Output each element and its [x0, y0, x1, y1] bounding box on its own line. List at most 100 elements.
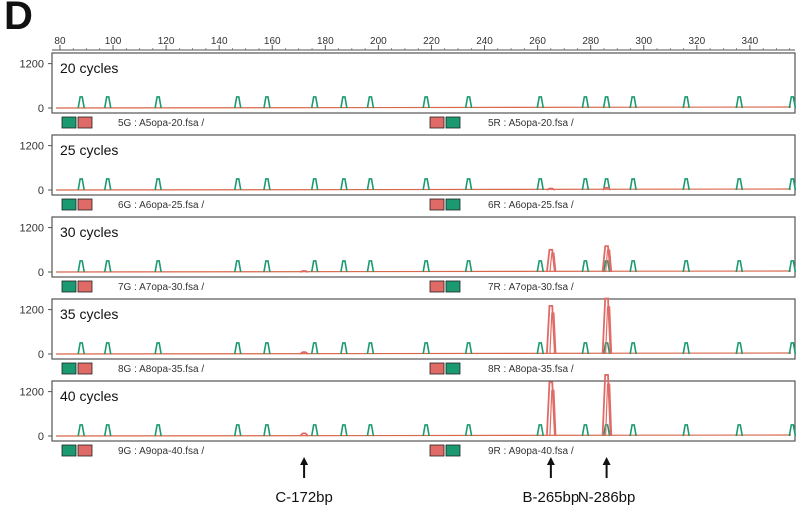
ladder-peak: [464, 260, 473, 273]
ladder-peak: [103, 178, 112, 191]
panel-frame: [51, 134, 796, 196]
panel-frame: [51, 52, 796, 114]
x-tick-label: 300: [635, 36, 652, 47]
ladder-peak: [340, 424, 348, 437]
ladder-peak: [366, 260, 375, 273]
ladder-peak: [788, 424, 797, 437]
ladder-peak: [263, 342, 271, 355]
cycles-label: 40 cycles: [60, 388, 118, 404]
green-file-label: 8G : A8opa-35.fsa /: [118, 364, 204, 375]
green-channel-swatch: [61, 280, 77, 293]
y-tick-label: 1200: [20, 305, 44, 317]
ladder-peak: [340, 260, 348, 273]
ladder-peak: [263, 260, 271, 273]
ladder-peak: [682, 260, 690, 273]
sample-peak: [601, 297, 612, 355]
sample-peak: [299, 432, 309, 437]
ladder-peak: [77, 96, 85, 109]
ladder-peak: [536, 260, 545, 273]
ladder-peak: [154, 424, 162, 437]
ladder-peak: [310, 342, 319, 355]
x-tick-label: 180: [317, 36, 334, 47]
red-file-label: 7R : A7opa-30.fsa /: [488, 282, 574, 293]
ladder-peak: [77, 424, 85, 437]
panel-letter: D: [4, 0, 33, 38]
ladder-peak: [233, 260, 242, 273]
red-channel-swatch: [77, 362, 93, 375]
ladder-peak: [366, 96, 375, 109]
red-channel-swatch: [77, 280, 93, 293]
y-tick-label: 0: [38, 431, 44, 443]
red-channel-swatch: [429, 362, 445, 375]
ladder-peak: [629, 96, 637, 109]
x-tick-label: 160: [264, 36, 281, 47]
ladder-peak: [735, 342, 744, 355]
annotation-label: B-265bp: [523, 489, 580, 506]
ladder-peak: [154, 342, 162, 355]
ladder-peak: [581, 424, 590, 437]
ladder-peak: [422, 424, 430, 437]
red-file-label: 9R : A9opa-40.fsa /: [488, 446, 574, 457]
y-tick-label: 1200: [20, 387, 44, 399]
ladder-peak: [788, 260, 797, 273]
ladder-peak: [154, 260, 162, 273]
red-channel-swatch: [429, 280, 445, 293]
ladder-peak: [310, 424, 319, 437]
ladder-peak: [788, 342, 797, 355]
ladder-peak: [310, 178, 319, 191]
ladder-peak: [233, 424, 242, 437]
red-file-label: 6R : A6opa-25.fsa /: [488, 200, 574, 211]
green-file-label: 7G : A7opa-30.fsa /: [118, 282, 204, 293]
ladder-peak: [422, 96, 430, 109]
sample-peak: [604, 249, 613, 273]
ladder-peak: [602, 342, 611, 355]
ladder-peak: [682, 424, 690, 437]
ladder-peak: [366, 424, 375, 437]
y-tick-label: 1200: [20, 223, 44, 235]
ladder-peak: [682, 178, 690, 191]
cycles-label: 20 cycles: [60, 60, 118, 76]
ladder-peak: [77, 178, 85, 191]
annotation-arrow-head: [602, 457, 611, 465]
green-file-label: 6G : A6opa-25.fsa /: [118, 200, 204, 211]
ladder-peak: [103, 424, 112, 437]
green-channel-swatch: [61, 116, 77, 129]
ladder-peak: [263, 96, 271, 109]
green-channel-swatch: [445, 444, 461, 457]
x-tick-label: 260: [529, 36, 546, 47]
ladder-peak: [422, 342, 430, 355]
ladder-peak: [366, 342, 375, 355]
sample-peak: [602, 186, 612, 191]
ladder-peak: [422, 260, 430, 273]
ladder-peak: [464, 96, 473, 109]
ladder-peak: [536, 342, 545, 355]
ladder-peak: [103, 96, 112, 109]
sample-peak: [545, 248, 556, 273]
x-tick-label: 200: [370, 36, 387, 47]
ladder-peak: [77, 260, 85, 273]
ladder-peak: [464, 424, 473, 437]
panel-frame: [51, 298, 796, 360]
green-channel-swatch: [61, 444, 77, 457]
ladder-peak: [340, 342, 348, 355]
green-channel-swatch: [445, 116, 461, 129]
y-tick-label: 0: [38, 267, 44, 279]
red-channel-swatch: [77, 198, 93, 211]
ladder-peak: [735, 424, 744, 437]
panel-frame: [51, 380, 796, 442]
annotation-label: N-286bp: [578, 489, 636, 506]
ladder-peak: [422, 178, 430, 191]
ladder-peak: [735, 260, 744, 273]
sample-peak: [299, 351, 309, 355]
ladder-peak: [103, 260, 112, 273]
ladder-peak: [788, 178, 797, 191]
ladder-peak: [735, 178, 744, 191]
sample-peak: [601, 374, 612, 437]
x-tick-label: 100: [105, 36, 122, 47]
red-channel-swatch: [429, 116, 445, 129]
ladder-peak: [340, 96, 348, 109]
ladder-peak: [629, 342, 637, 355]
ladder-peak: [154, 178, 162, 191]
red-channel-swatch: [77, 116, 93, 129]
ladder-peak: [263, 424, 271, 437]
